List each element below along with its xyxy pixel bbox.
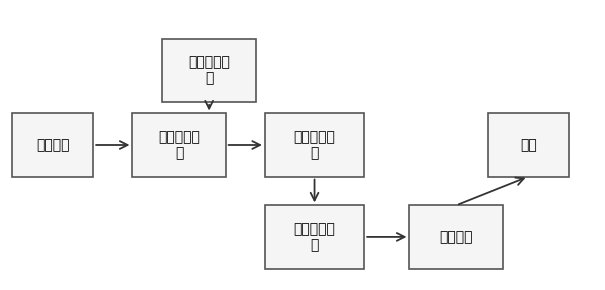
FancyBboxPatch shape (265, 205, 364, 269)
Text: 副边谐振网
络: 副边谐振网 络 (293, 222, 336, 252)
FancyBboxPatch shape (163, 39, 256, 102)
Text: 准电流源: 准电流源 (36, 138, 70, 152)
FancyBboxPatch shape (488, 113, 569, 177)
FancyBboxPatch shape (410, 205, 503, 269)
Text: 负载: 负载 (520, 138, 537, 152)
FancyBboxPatch shape (265, 113, 364, 177)
FancyBboxPatch shape (12, 113, 93, 177)
FancyBboxPatch shape (132, 113, 226, 177)
Text: 脉冲发生电
路: 脉冲发生电 路 (188, 55, 230, 86)
Text: 原边谐振网
络: 原边谐振网 络 (293, 130, 336, 160)
Text: 高频逆变网
络: 高频逆变网 络 (158, 130, 200, 160)
Text: 滤波网络: 滤波网络 (439, 230, 473, 244)
